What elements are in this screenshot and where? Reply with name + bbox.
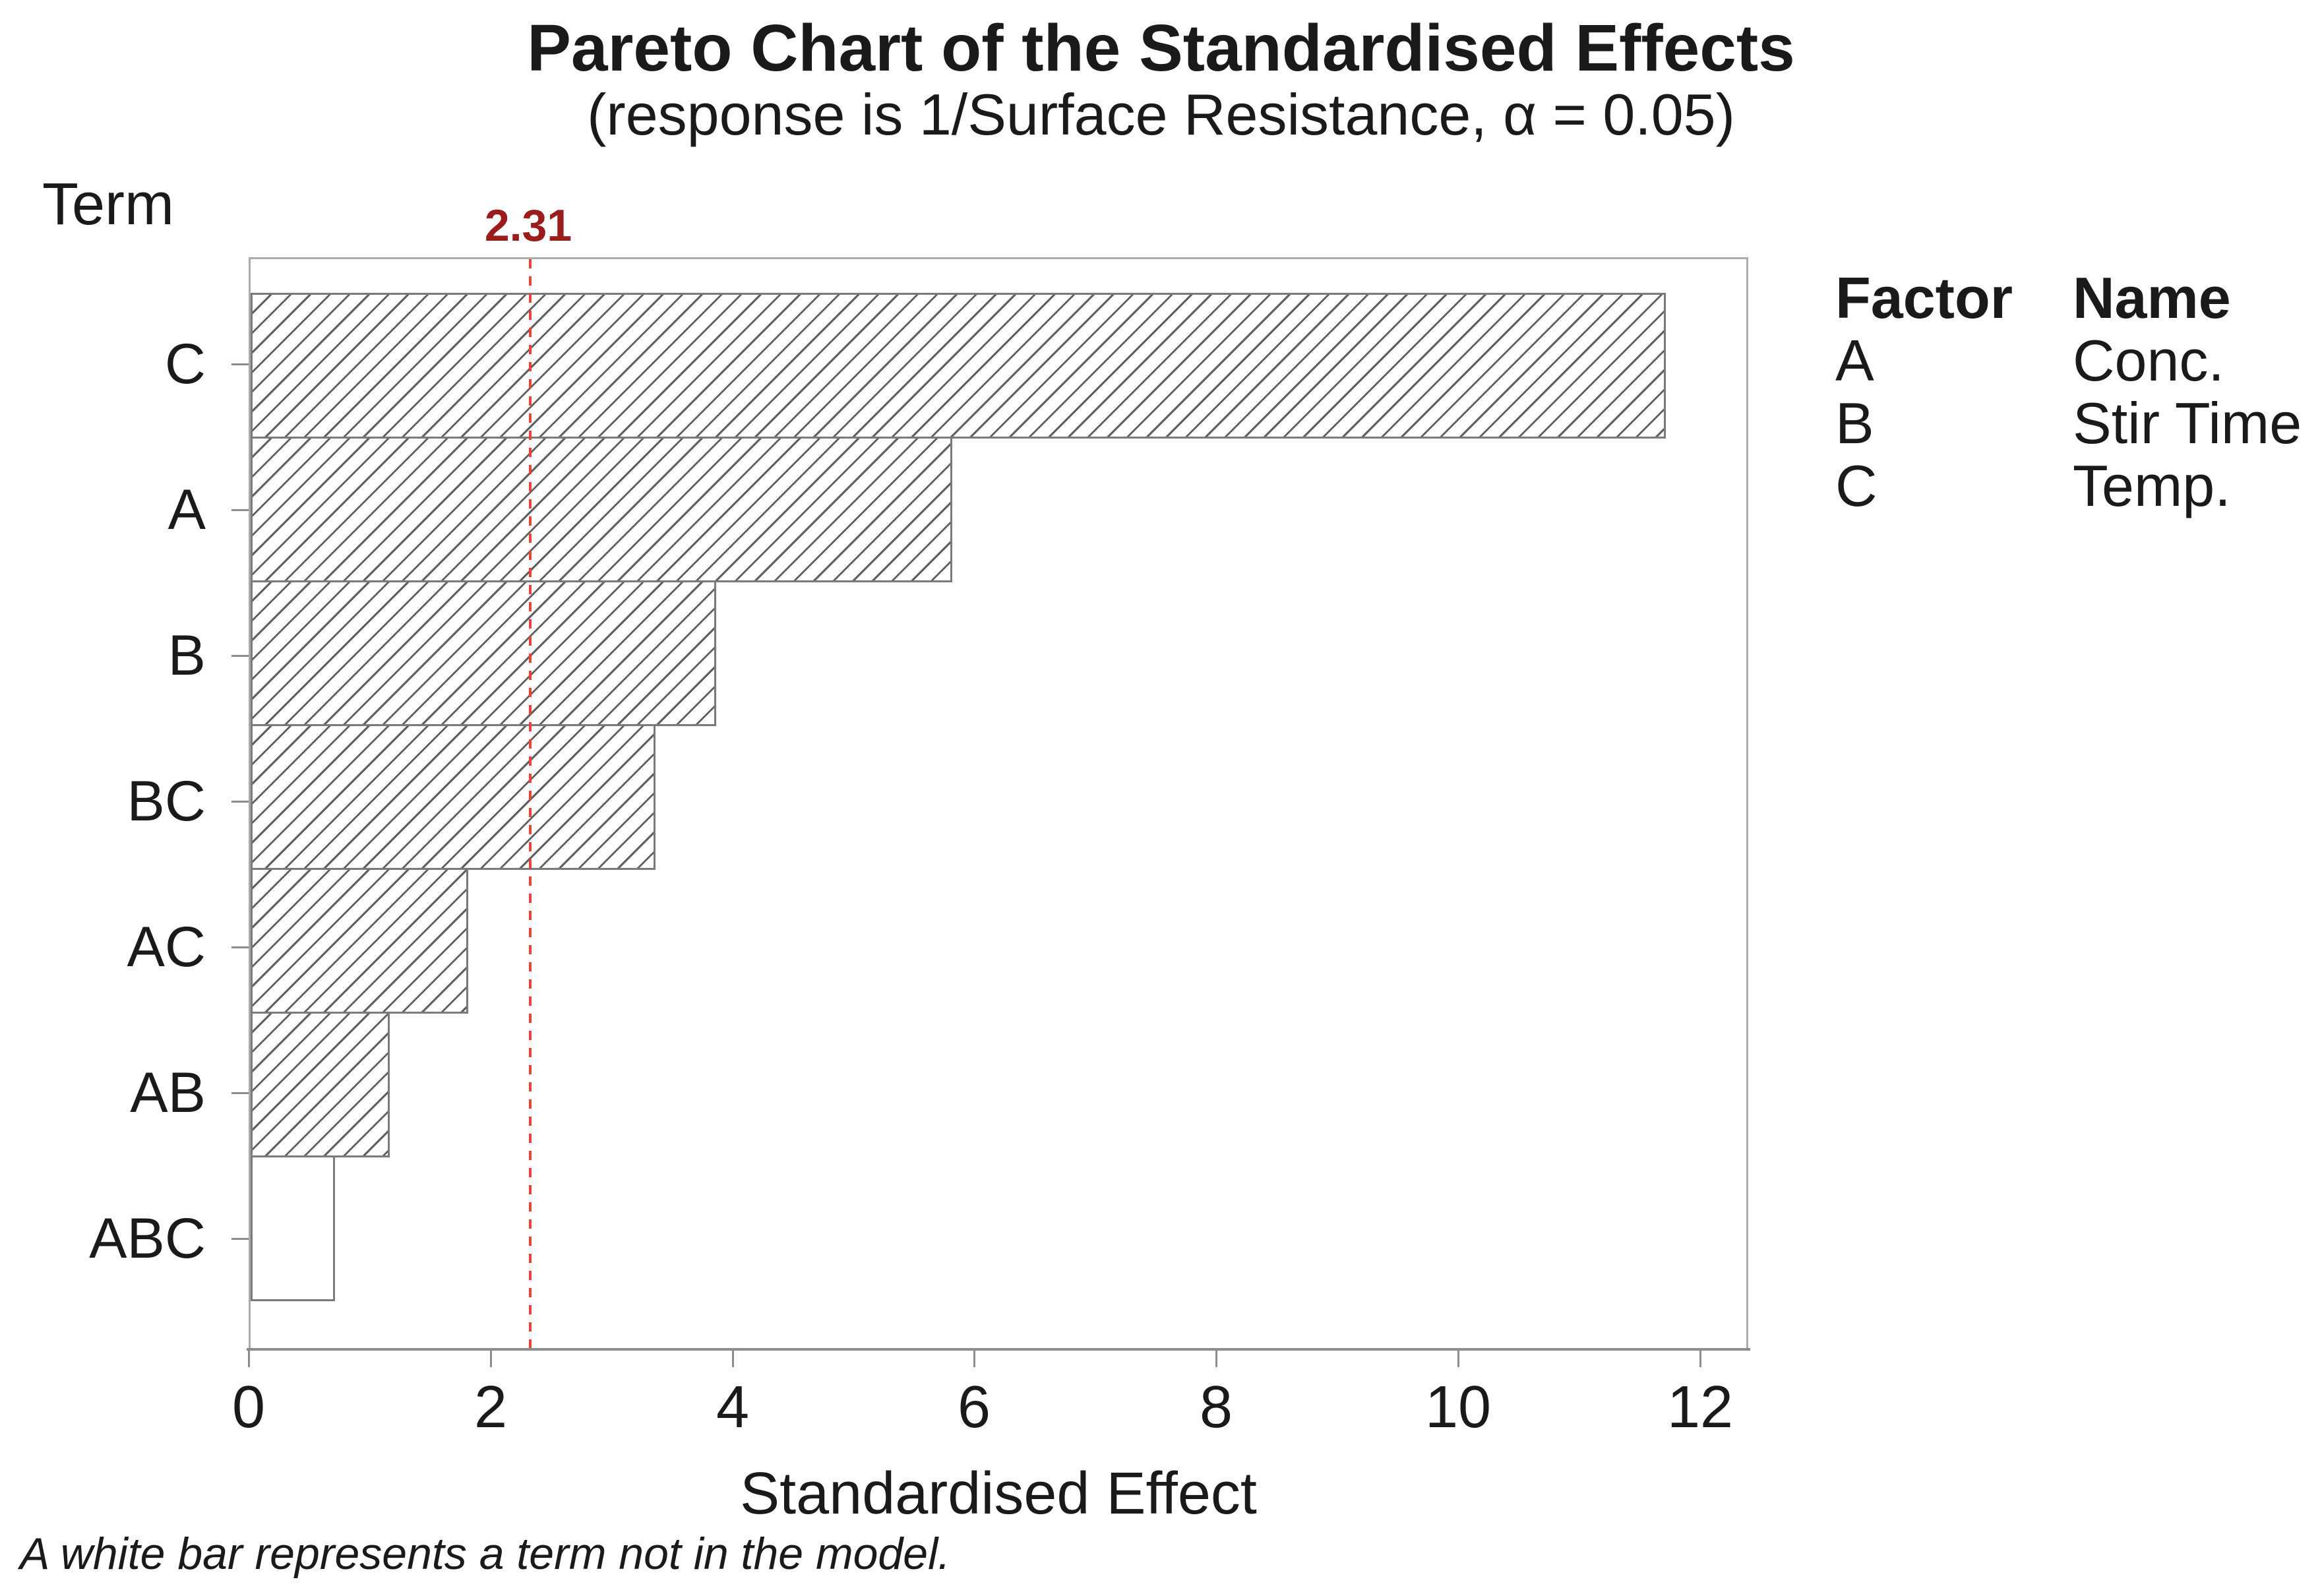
reference-line [529, 259, 532, 1348]
legend-name-value: Temp. [2073, 453, 2231, 518]
x-tick-8 [1215, 1351, 1217, 1367]
legend-row-A: A Conc. [1835, 329, 2302, 392]
y-tick-C [231, 363, 249, 365]
x-tick-label-12: 12 [1666, 1374, 1734, 1440]
x-tick-10 [1457, 1351, 1459, 1367]
y-tick-B [231, 655, 249, 657]
y-tick-label-AC: AC [127, 915, 206, 979]
pareto-bar-AB [251, 1012, 390, 1157]
legend-factor-header: Factor [1835, 265, 2013, 330]
y-axis-title: Term [42, 171, 174, 237]
y-tick-ABC [231, 1238, 249, 1240]
y-tick-A [231, 509, 249, 511]
y-tick-label-ABC: ABC [89, 1207, 206, 1270]
y-tick-label-C: C [164, 332, 206, 396]
pareto-bar-B [251, 580, 716, 726]
x-tick-label-2: 2 [474, 1374, 508, 1440]
x-tick-label-4: 4 [716, 1374, 750, 1440]
x-tick-4 [732, 1351, 734, 1367]
x-tick-label-10: 10 [1424, 1374, 1492, 1440]
pareto-bar-ABC [251, 1155, 335, 1301]
y-tick-label-A: A [168, 478, 206, 541]
y-tick-AC [231, 946, 249, 948]
x-tick-2 [490, 1351, 492, 1367]
x-tick-12 [1699, 1351, 1701, 1367]
y-tick-AB [231, 1092, 249, 1094]
legend-row-B: B Stir Time [1835, 392, 2302, 454]
x-tick-label-0: 0 [231, 1374, 266, 1440]
legend-name-value: Stir Time [2073, 390, 2302, 456]
y-tick-label-BC: BC [127, 770, 206, 833]
x-tick-label-6: 6 [957, 1374, 991, 1440]
chart-subtitle: (response is 1/Surface Resistance, α = 0… [587, 82, 1735, 147]
x-tick-label-8: 8 [1199, 1374, 1233, 1440]
x-tick-0 [248, 1351, 250, 1367]
bars-container [251, 293, 1746, 1301]
legend: Factor Name A Conc. B Stir Time C Temp. [1835, 266, 2302, 517]
legend-factor-value: B [1835, 390, 1874, 456]
y-tick-label-B: B [168, 624, 206, 687]
y-tick-label-AB: AB [130, 1061, 206, 1124]
chart-title: Pareto Chart of the Standardised Effects [527, 11, 1795, 85]
x-tick-6 [973, 1351, 975, 1367]
pareto-bar-C [251, 293, 1666, 439]
x-axis-title: Standardised Effect [740, 1461, 1257, 1527]
pareto-bar-AC [251, 868, 468, 1014]
legend-row-C: C Temp. [1835, 454, 2302, 517]
footnote: A white bar represents a term not in the… [20, 1529, 951, 1579]
legend-header-row: Factor Name [1835, 266, 2302, 329]
pareto-bar-A [251, 437, 952, 582]
y-tick-BC [231, 801, 249, 803]
pareto-bar-BC [251, 724, 656, 870]
legend-name-header: Name [2073, 265, 2231, 330]
x-axis-line [247, 1348, 1750, 1351]
legend-factor-value: C [1835, 453, 1878, 518]
legend-name-value: Conc. [2073, 328, 2224, 393]
reference-line-label: 2.31 [484, 200, 572, 251]
plot-area [249, 257, 1748, 1350]
legend-factor-value: A [1835, 328, 1874, 393]
